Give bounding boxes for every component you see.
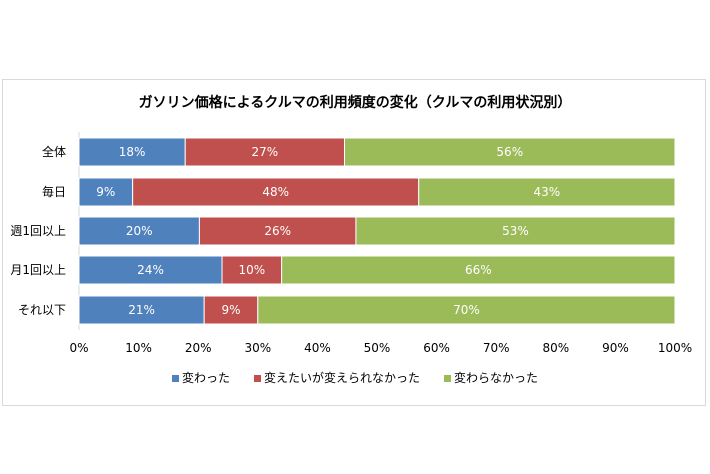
category-label: 週1回以上	[10, 224, 66, 238]
data-label: 70%	[453, 303, 480, 317]
bar-segment	[281, 255, 676, 285]
bar-segment	[132, 177, 420, 207]
data-label: 53%	[502, 224, 529, 238]
data-label: 18%	[119, 145, 146, 159]
data-label: 56%	[496, 145, 523, 159]
data-label: 21%	[128, 303, 155, 317]
legend-label: 変わった	[181, 371, 230, 385]
data-label: 43%	[534, 185, 561, 199]
bar-segment	[418, 177, 676, 207]
x-tick-label: 30%	[244, 341, 271, 355]
bar-segment	[184, 137, 346, 167]
data-label: 10%	[239, 263, 266, 277]
bar-segment	[221, 255, 283, 285]
x-tick-label: 100%	[658, 341, 692, 355]
x-tick-label: 60%	[423, 341, 450, 355]
bar-segment	[78, 295, 205, 325]
x-tick-label: 70%	[483, 341, 510, 355]
bar-segment	[355, 216, 676, 246]
data-label: 26%	[264, 224, 291, 238]
chart-title: ガソリン価格によるクルマの利用頻度の変化（クルマの利用状況別）	[138, 95, 572, 111]
bar-segment	[203, 295, 259, 325]
category-label: 毎日	[42, 184, 66, 199]
bar-segment	[78, 177, 134, 207]
data-label: 9%	[96, 185, 115, 199]
category-label: それ以下	[18, 303, 66, 317]
legend-label: 変わらなかった	[454, 371, 539, 385]
legend-item: 変えたいが変えられなかった	[253, 371, 420, 385]
legend-swatch	[444, 375, 451, 382]
legend: 変わった 変えたいが変えられなかった 変わらなかった	[0, 369, 710, 386]
legend-item: 変わらなかった	[444, 371, 538, 385]
bar-segment	[78, 137, 186, 167]
legend-swatch	[171, 375, 179, 382]
x-tick-label: 20%	[185, 341, 212, 355]
legend-swatch	[253, 375, 261, 382]
data-label: 48%	[262, 185, 289, 199]
x-tick-label: 90%	[602, 341, 629, 355]
x-tick-label: 10%	[125, 341, 152, 355]
x-tick-label: 40%	[304, 341, 331, 355]
legend-label: 変えたいが変えられなかった	[263, 371, 420, 385]
category-label: 月1回以上	[10, 263, 66, 277]
bar-segment	[344, 137, 676, 167]
bar-segment	[257, 295, 676, 325]
data-label: 24%	[137, 263, 164, 277]
x-tick-label: 0%	[69, 341, 88, 355]
x-tick-label: 50%	[364, 341, 391, 355]
x-tick-label: 80%	[542, 341, 569, 355]
legend-item: 変わった	[171, 371, 230, 385]
data-label: 9%	[221, 303, 240, 317]
data-label: 66%	[465, 263, 492, 277]
data-label: 20%	[126, 224, 153, 238]
data-label: 27%	[252, 145, 279, 159]
category-label: 全体	[42, 144, 66, 159]
